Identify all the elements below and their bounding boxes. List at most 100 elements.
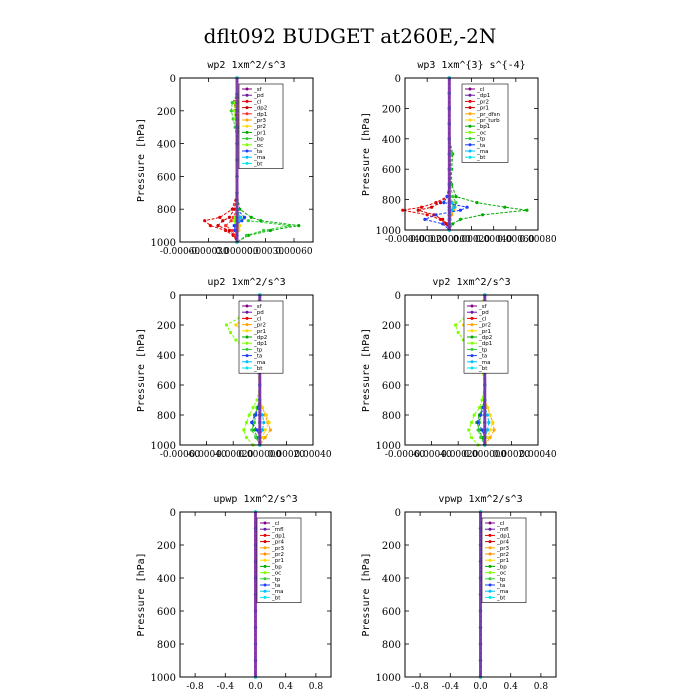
- legend-marker: [245, 329, 249, 333]
- series-point-dp2: [227, 215, 231, 219]
- legend-label: _oc: [496, 571, 506, 577]
- legend-marker: [488, 546, 492, 550]
- series-point-pr1: [485, 405, 490, 410]
- y-tick-label: 400: [157, 351, 176, 362]
- figure-title: dflt092 BUDGET at260E,-2N: [204, 24, 497, 48]
- y-tick-label: 0: [170, 291, 176, 302]
- series-point-pr2: [434, 201, 438, 205]
- y-tick-label: 1000: [376, 441, 401, 452]
- x-tick-label: -0.00020: [407, 235, 448, 245]
- legend-marker: [245, 347, 249, 351]
- series-point-bp1: [503, 205, 507, 209]
- legend-label: _tp: [253, 347, 263, 353]
- x-tick-label: -0.8: [186, 682, 204, 692]
- y-tick-label: 600: [382, 607, 401, 618]
- series-line-pr3: [236, 78, 241, 242]
- legend-marker: [488, 552, 492, 556]
- legend-label: _dp1: [271, 533, 285, 539]
- series-point-ta: [480, 428, 484, 432]
- series-point-ma: [452, 205, 456, 209]
- plot-frame: [404, 511, 557, 678]
- series-point-dp1: [469, 435, 474, 440]
- x-tick-label: 0.0: [473, 682, 488, 692]
- legend-marker: [245, 143, 249, 147]
- series-point-ma: [260, 413, 265, 417]
- series-point-pr1: [416, 208, 420, 212]
- x-tick-label: 0.00040: [519, 450, 556, 460]
- legend-marker: [245, 335, 249, 339]
- legend-marker: [468, 149, 472, 153]
- y-tick-label: 800: [157, 411, 176, 422]
- legend-marker: [470, 347, 474, 351]
- legend-marker: [263, 571, 267, 575]
- x-tick-label: -0.00040: [411, 450, 452, 460]
- series-point-pr1: [259, 219, 263, 223]
- series-point-ta: [240, 219, 244, 223]
- x-tick-label: 0.000000: [463, 450, 506, 460]
- legend-label: _cl: [496, 521, 505, 527]
- legend-label: _sf: [478, 304, 488, 310]
- plot-frame: [179, 77, 314, 243]
- legend-label: _ma: [478, 360, 490, 366]
- legend-marker: [245, 130, 249, 134]
- y-tick-label: 200: [157, 107, 176, 118]
- y-tick-label: 0: [170, 508, 176, 519]
- legend-marker: [470, 366, 474, 370]
- series-point-ta: [255, 428, 259, 432]
- legend-label: _ma: [476, 149, 488, 155]
- series-point-tp: [252, 420, 257, 425]
- series-point-tp: [451, 195, 455, 199]
- series-point-bp1: [475, 201, 479, 205]
- legend-label: _dp1: [496, 533, 510, 539]
- legend-label: _pr4: [496, 540, 510, 546]
- chart-panels: wp2 1xm^2/s^3 Pressure [hPa] 0 200 400 600 800…: [136, 60, 557, 692]
- legend-marker: [245, 360, 249, 364]
- legend-marker: [488, 595, 492, 599]
- series-point-dp1: [234, 338, 238, 342]
- series-point-pr1: [441, 217, 445, 221]
- legend-label: _cl: [476, 87, 485, 93]
- legend-label: _bt: [253, 161, 263, 167]
- legend-marker: [488, 589, 492, 593]
- legend-label: _pr3: [496, 546, 510, 552]
- legend-label: _oc: [476, 130, 486, 136]
- legend-label: _tp: [496, 577, 506, 583]
- plot-frame: [404, 77, 539, 231]
- series-point-bp1: [525, 208, 529, 212]
- legend-label: _bp: [253, 137, 264, 143]
- y-tick-label: 200: [382, 541, 401, 552]
- legend-label: _pr2: [476, 99, 489, 105]
- legend-label: _ta: [478, 354, 487, 360]
- series-point-pr1: [234, 323, 238, 327]
- series-point-cl: [224, 228, 228, 233]
- series-point-pr1: [488, 413, 492, 417]
- x-tick-label: -0.00060: [385, 450, 426, 460]
- legend-marker: [468, 137, 472, 141]
- legend-marker: [488, 558, 492, 562]
- legend-label: _bt: [253, 366, 263, 372]
- legend-label: _tp: [476, 137, 486, 143]
- legend-marker: [468, 130, 472, 134]
- legend-marker: [245, 124, 249, 128]
- series-point-tp: [250, 428, 254, 432]
- legend-label: _dp2: [253, 106, 267, 112]
- legend-marker: [488, 577, 492, 581]
- chart-panel-5: upwp 1xm^2/s^3 Pressure [hPa] 0 200 400 600 80…: [136, 494, 332, 692]
- legend-label: _dp1: [253, 112, 267, 118]
- y-tick-label: 400: [382, 351, 401, 362]
- legend-marker: [245, 316, 249, 320]
- series-point-pr1: [249, 215, 253, 219]
- series-point-dp2: [252, 428, 257, 432]
- y-tick-label: 1000: [151, 673, 176, 684]
- legend-marker: [263, 577, 267, 581]
- series-point-pr2: [492, 428, 496, 432]
- y-tick-label: 0: [395, 291, 401, 302]
- chart-title: up2 1xm^2/s^3: [207, 277, 285, 288]
- legend-marker: [245, 118, 249, 122]
- legend-label: _cl: [271, 521, 280, 527]
- legend-label: _pr2: [253, 124, 266, 130]
- legend-label: _pr3: [271, 546, 285, 552]
- y-tick-label: 800: [382, 196, 401, 207]
- series-point-ta: [442, 201, 446, 205]
